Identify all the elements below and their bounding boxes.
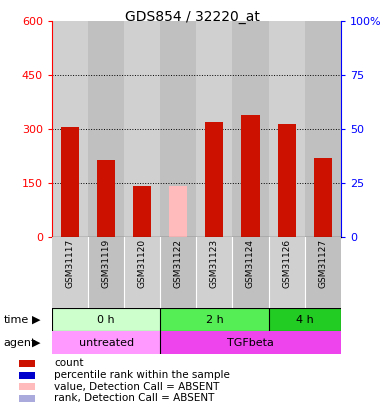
Text: GDS854 / 32220_at: GDS854 / 32220_at (125, 10, 260, 24)
Bar (305, 237, 341, 308)
Text: GSM31123: GSM31123 (210, 239, 219, 288)
Bar (169, 185, 187, 237)
Bar (52, 21, 88, 237)
Text: percentile rank within the sample: percentile rank within the sample (54, 370, 230, 380)
Bar (314, 158, 332, 237)
Bar (88, 21, 124, 237)
Bar (133, 185, 151, 237)
Bar (196, 237, 233, 308)
Bar (160, 237, 196, 308)
Bar (160, 331, 341, 354)
Bar (19, 372, 35, 379)
Text: GSM31119: GSM31119 (102, 239, 110, 288)
Bar (97, 160, 115, 237)
Bar (269, 308, 341, 331)
Bar (196, 21, 233, 237)
Text: agent: agent (4, 338, 36, 348)
Text: GSM31127: GSM31127 (318, 239, 327, 288)
Bar (124, 21, 160, 237)
Text: ▶: ▶ (32, 338, 41, 348)
Text: GSM31122: GSM31122 (174, 239, 183, 288)
Bar (160, 308, 269, 331)
Bar (160, 21, 196, 237)
Bar (241, 115, 259, 237)
Text: time: time (4, 315, 29, 325)
Text: ▶: ▶ (32, 315, 41, 325)
Bar (278, 124, 296, 237)
Text: rank, Detection Call = ABSENT: rank, Detection Call = ABSENT (54, 393, 214, 403)
Bar (19, 360, 35, 367)
Text: 4 h: 4 h (296, 315, 313, 325)
Text: TGFbeta: TGFbeta (227, 338, 274, 348)
Text: GSM31126: GSM31126 (282, 239, 291, 288)
Bar (233, 237, 269, 308)
Bar (305, 21, 341, 237)
Text: GSM31117: GSM31117 (65, 239, 75, 288)
Text: untreated: untreated (79, 338, 134, 348)
Text: GSM31124: GSM31124 (246, 239, 255, 288)
Text: count: count (54, 358, 84, 369)
Bar (19, 395, 35, 402)
Bar (19, 383, 35, 390)
Bar (52, 331, 160, 354)
Bar (205, 122, 223, 237)
Bar (269, 21, 305, 237)
Bar (269, 237, 305, 308)
Text: GSM31120: GSM31120 (138, 239, 147, 288)
Text: 2 h: 2 h (206, 315, 223, 325)
Bar (61, 127, 79, 237)
Bar (52, 237, 88, 308)
Bar (233, 21, 269, 237)
Text: 0 h: 0 h (97, 315, 115, 325)
Text: value, Detection Call = ABSENT: value, Detection Call = ABSENT (54, 382, 219, 392)
Bar (88, 237, 124, 308)
Bar (124, 237, 160, 308)
Bar (52, 308, 160, 331)
